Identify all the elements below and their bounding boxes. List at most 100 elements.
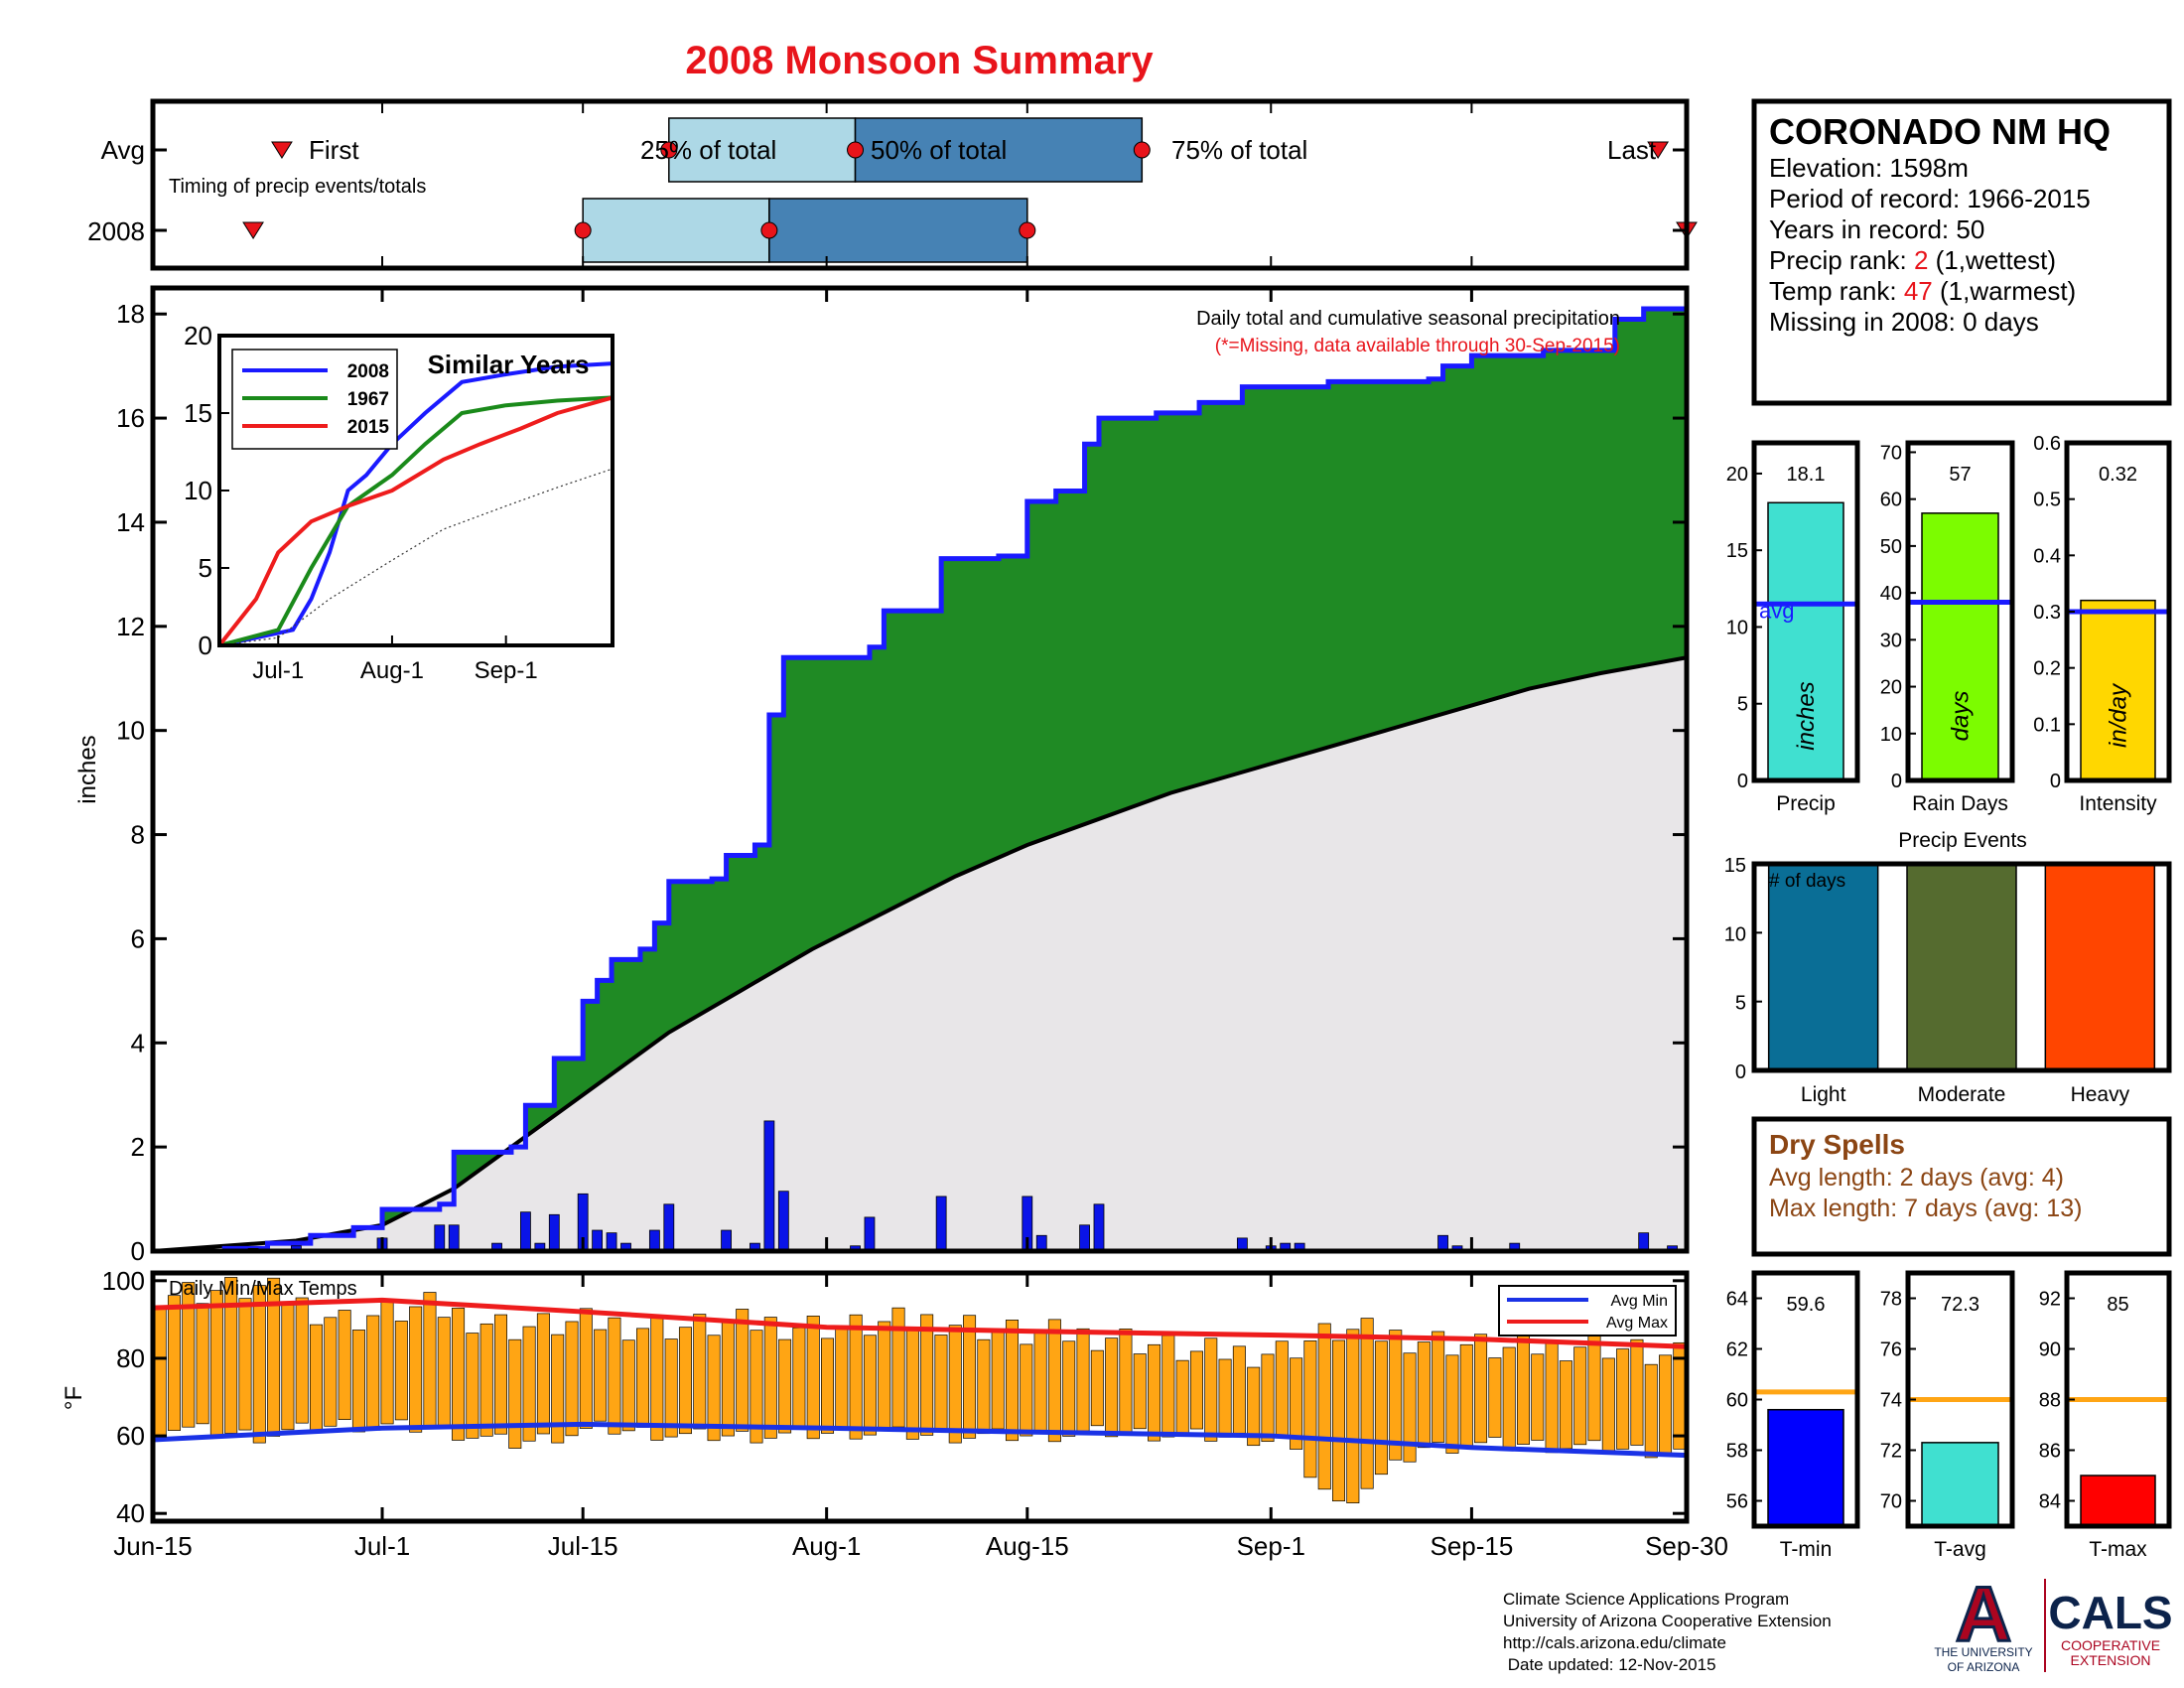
inset-xtick-label: Sep-1	[475, 657, 538, 684]
cals-logo: CALS	[2048, 1587, 2172, 1638]
daily-temp-bar	[324, 1317, 338, 1427]
daily-temp-bar	[1047, 1319, 1061, 1443]
daily-temp-bar	[1005, 1320, 1019, 1442]
daily-precip-bar	[777, 1191, 789, 1252]
timing-25-label: 25% of total	[640, 135, 776, 165]
temp-ytick-label: 60	[116, 1421, 145, 1451]
panel-avg-label: avg	[1759, 598, 1794, 623]
panel-ytick-label: 15	[1726, 540, 1748, 562]
timing-last-triangle	[1647, 141, 1670, 159]
daily-temp-bar	[182, 1282, 196, 1428]
events-ytick-label: 0	[1735, 1061, 1746, 1083]
timing-box-25-50	[582, 198, 770, 263]
panel-ytick-label: 0	[1737, 771, 1748, 792]
timing-first-label: First	[309, 135, 359, 165]
events-ytick-label: 10	[1724, 923, 1746, 945]
panel-ytick-label: 88	[2039, 1390, 2061, 1412]
panel-ytick-label: 0.5	[2033, 490, 2061, 511]
daily-temp-bar	[806, 1316, 820, 1440]
timing-marker-p25	[660, 141, 678, 159]
daily-temp-bar	[1531, 1353, 1545, 1441]
daily-temp-bar	[565, 1321, 579, 1437]
cals-sub-2: EXTENSION	[2071, 1652, 2151, 1668]
panel-ytick-label: 10	[1726, 617, 1748, 638]
panel-frame	[1905, 440, 2015, 783]
daily-temp-bar	[849, 1314, 863, 1440]
panel-bar-t-max	[2080, 1475, 2156, 1527]
inset-legend-label: 2008	[347, 361, 389, 382]
events-ytick-label: 5	[1735, 993, 1746, 1015]
daily-temp-bar	[991, 1329, 1005, 1430]
inset-series-2015	[217, 395, 614, 647]
precip-events-chart: Precip Events Light Moderate Heavy 0 5 10 15 #…	[1724, 829, 2172, 1106]
event-bar-heavy	[2044, 863, 2156, 1071]
daily-temp-bar	[1417, 1341, 1431, 1449]
panel-ytick-label: 62	[1726, 1339, 1748, 1361]
daily-temp-bar	[608, 1317, 621, 1435]
daily-temp-bar	[977, 1338, 991, 1435]
temp-xtick-label: Jun-15	[113, 1531, 193, 1561]
daily-temp-bar	[338, 1310, 351, 1421]
daily-temp-bar	[891, 1307, 905, 1428]
temp-ylabel: °F	[61, 1386, 87, 1410]
station-elevation: Elevation: 1598m	[1769, 153, 1969, 183]
panel-unit-label: inches	[1793, 681, 1820, 750]
main-ytick-label: 10	[116, 716, 145, 746]
daily-temp-bar	[1133, 1353, 1147, 1430]
daily-temp-bar	[963, 1315, 977, 1439]
daily-precip-bar	[520, 1211, 531, 1252]
cumulative-excess-area	[153, 308, 1687, 1251]
daily-temp-bar	[1020, 1343, 1033, 1437]
panel-ytick-label: 84	[2039, 1491, 2061, 1513]
daily-temp-bar	[1232, 1345, 1246, 1434]
daily-temp-bar	[664, 1338, 678, 1438]
events-frame	[1751, 861, 2172, 1073]
daily-temp-bar	[905, 1328, 919, 1440]
panel-unit-label: days	[1948, 691, 1975, 742]
daily-temp-bar	[1459, 1343, 1473, 1449]
events-ytick-label: 15	[1724, 855, 1746, 877]
panel-ytick-label: 70	[1880, 442, 1902, 464]
daily-temp-bar	[1616, 1348, 1630, 1450]
daily-temp-bar	[1332, 1339, 1346, 1502]
daily-precip-bar	[864, 1216, 876, 1252]
daily-precip-bar	[648, 1229, 660, 1252]
event-bar-moderate	[1906, 863, 2017, 1071]
panel-unit-label: in/day	[2106, 682, 2132, 748]
daily-temp-bar	[551, 1334, 565, 1444]
daily-temp-bar	[536, 1313, 550, 1435]
average-cumulative-line	[152, 655, 1688, 1253]
timing-marker-p25	[574, 221, 592, 239]
panel-ytick-label: 72	[1880, 1441, 1902, 1463]
event-category-label: Light	[1801, 1083, 1846, 1106]
inset-ytick-label: 5	[199, 553, 212, 583]
footer-credits: Climate Science Applications Program Uni…	[1503, 1590, 1832, 1674]
temp-ytick-label: 80	[116, 1343, 145, 1373]
panel-ytick-label: 74	[1880, 1390, 1902, 1412]
timing-marker-p75	[1019, 221, 1036, 239]
panel-ytick-label: 70	[1880, 1491, 1902, 1513]
daily-precip-bar	[548, 1213, 560, 1252]
timing-caption: Timing of precip events/totals	[169, 176, 426, 198]
timing-box-50-75	[768, 198, 1028, 263]
panel-category-label: T-avg	[1934, 1538, 1986, 1561]
panel-ytick-label: 0.4	[2033, 545, 2061, 567]
daily-temp-bar	[1403, 1352, 1417, 1463]
daily-precip-bar	[592, 1229, 604, 1252]
panel-value-label: 57	[1949, 464, 1971, 486]
panel-ytick-label: 5	[1737, 694, 1748, 716]
daily-temp-bar	[934, 1335, 948, 1432]
daily-temp-bar	[1545, 1339, 1559, 1454]
daily-precip-bar	[663, 1203, 675, 1252]
main-precip-chart: 0 2 4 6 8 10 12 14 16 18 Daily total and cumulati…	[74, 285, 1690, 1266]
daily-temp-bar	[1119, 1329, 1133, 1434]
panel-category-label: T-max	[2089, 1538, 2147, 1561]
cals-sub-1: COOPERATIVE	[2061, 1637, 2160, 1653]
daily-temp-bar	[252, 1285, 266, 1444]
timing-marker-p75	[1133, 141, 1151, 159]
daily-temp-bar	[579, 1308, 593, 1429]
panel-category-label: Precip	[1776, 792, 1836, 815]
legend-avg-max: Avg Max	[1606, 1315, 1668, 1332]
timing-first-triangle	[242, 221, 264, 239]
daily-temp-bar	[1175, 1359, 1189, 1434]
